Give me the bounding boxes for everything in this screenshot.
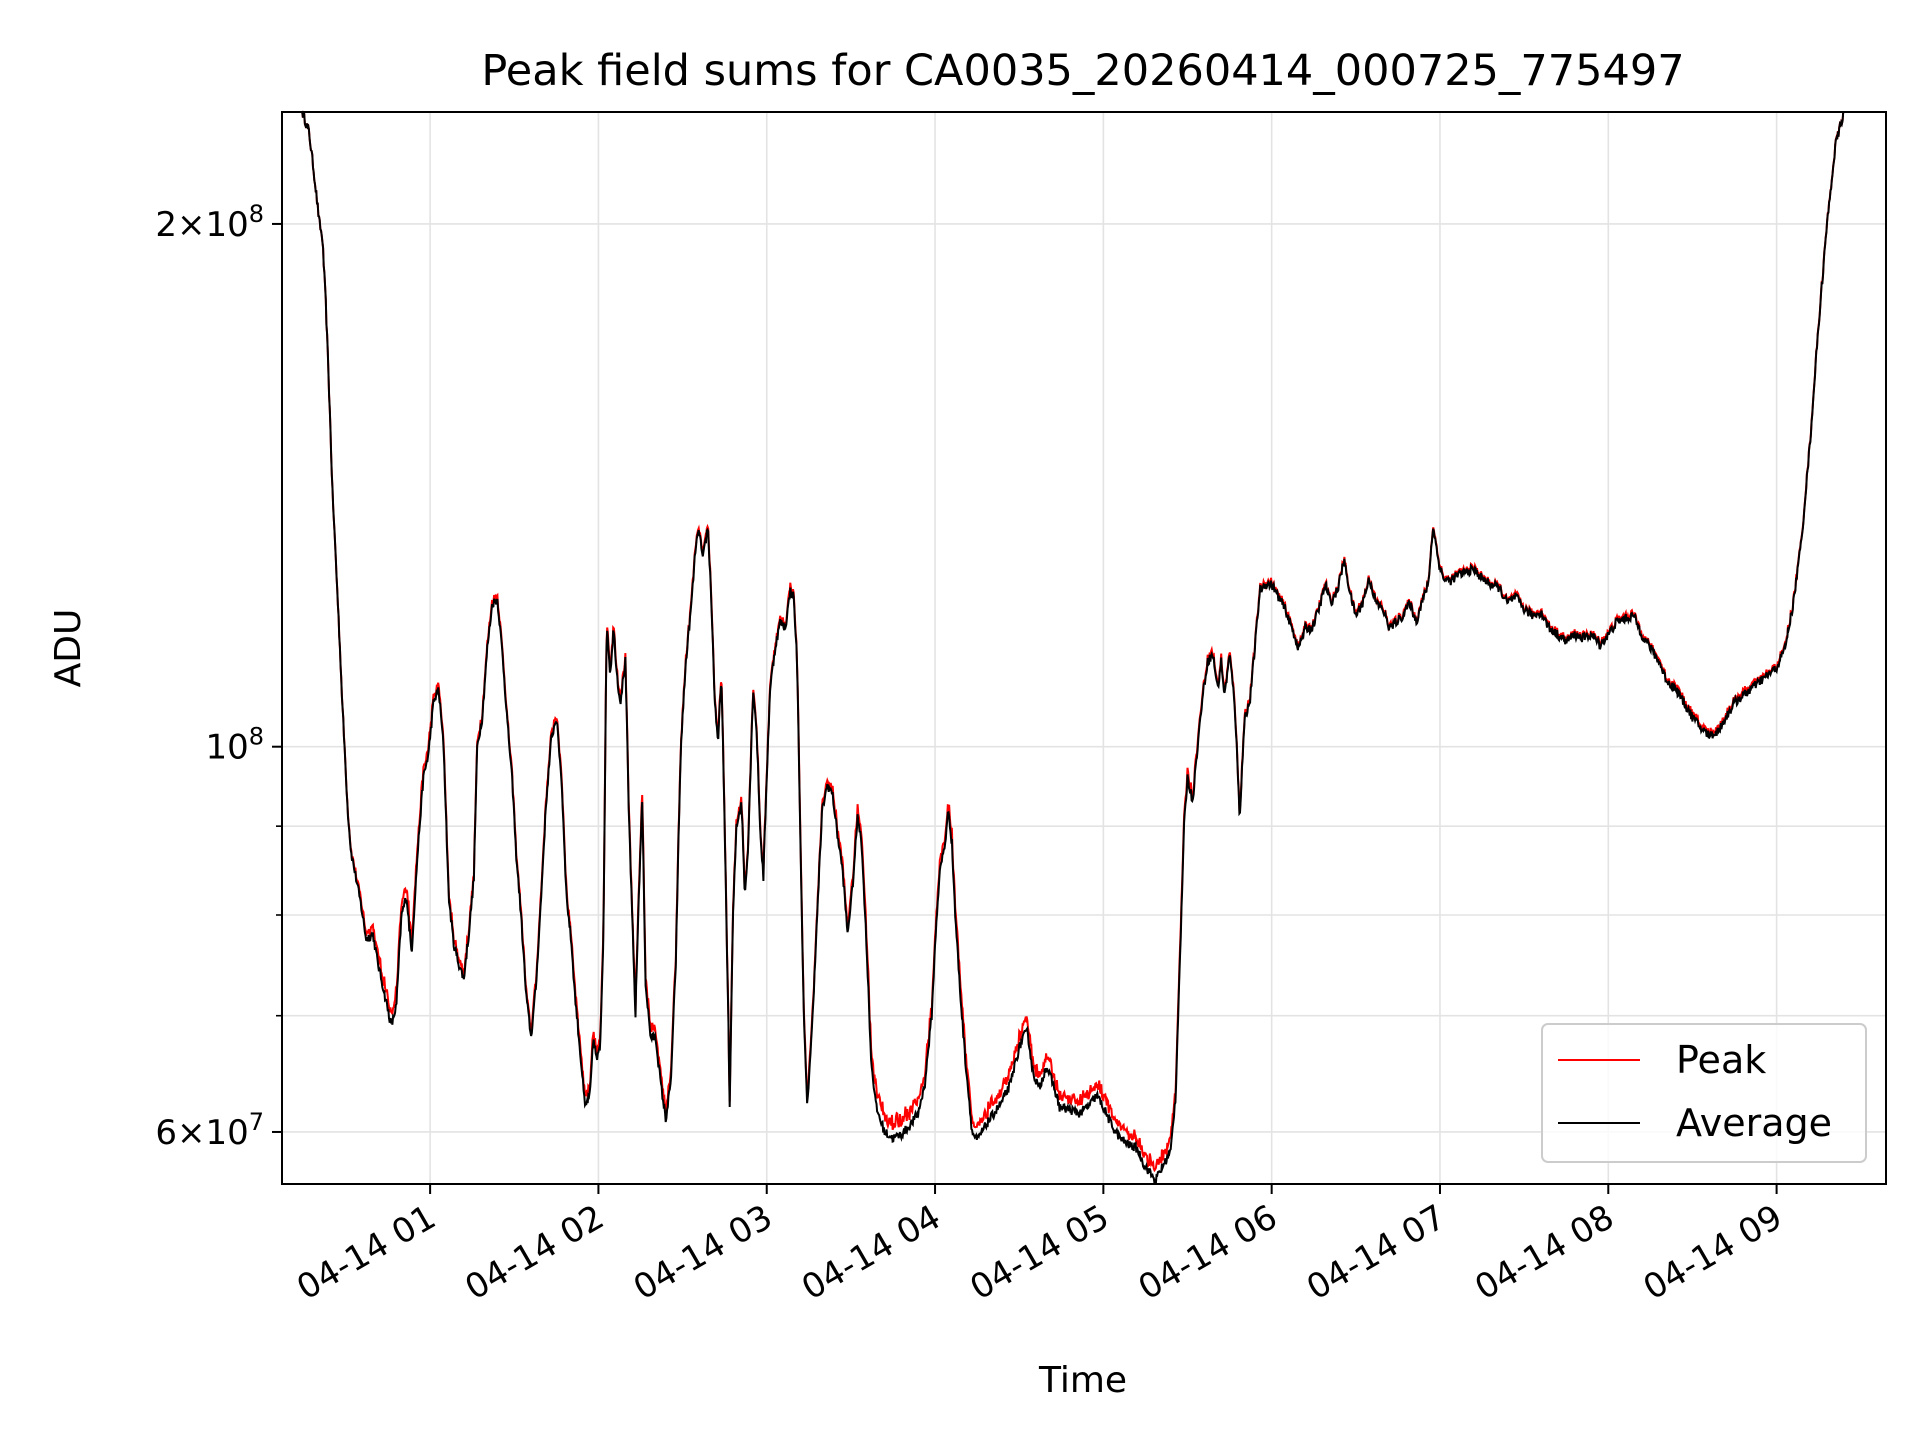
legend-label-peak: Peak: [1676, 1038, 1766, 1082]
y-axis-title: ADU: [48, 609, 89, 688]
y-tick-label: 6×107: [155, 1108, 264, 1153]
plot-frame: [281, 111, 1887, 1185]
legend-box: [1541, 1023, 1867, 1163]
y-tick-label: 2×108: [155, 200, 264, 245]
series-line-average: [282, 110, 1886, 1185]
legend-label-average: Average: [1676, 1101, 1832, 1145]
x-axis-title: Time: [1038, 1360, 1127, 1401]
series-layer: [282, 110, 1886, 1185]
legend: Peak Average: [1541, 1023, 1867, 1163]
y-tick-label: 108: [205, 723, 264, 768]
chart-title: Peak field sums for CA0035_20260414_0007…: [481, 46, 1684, 96]
